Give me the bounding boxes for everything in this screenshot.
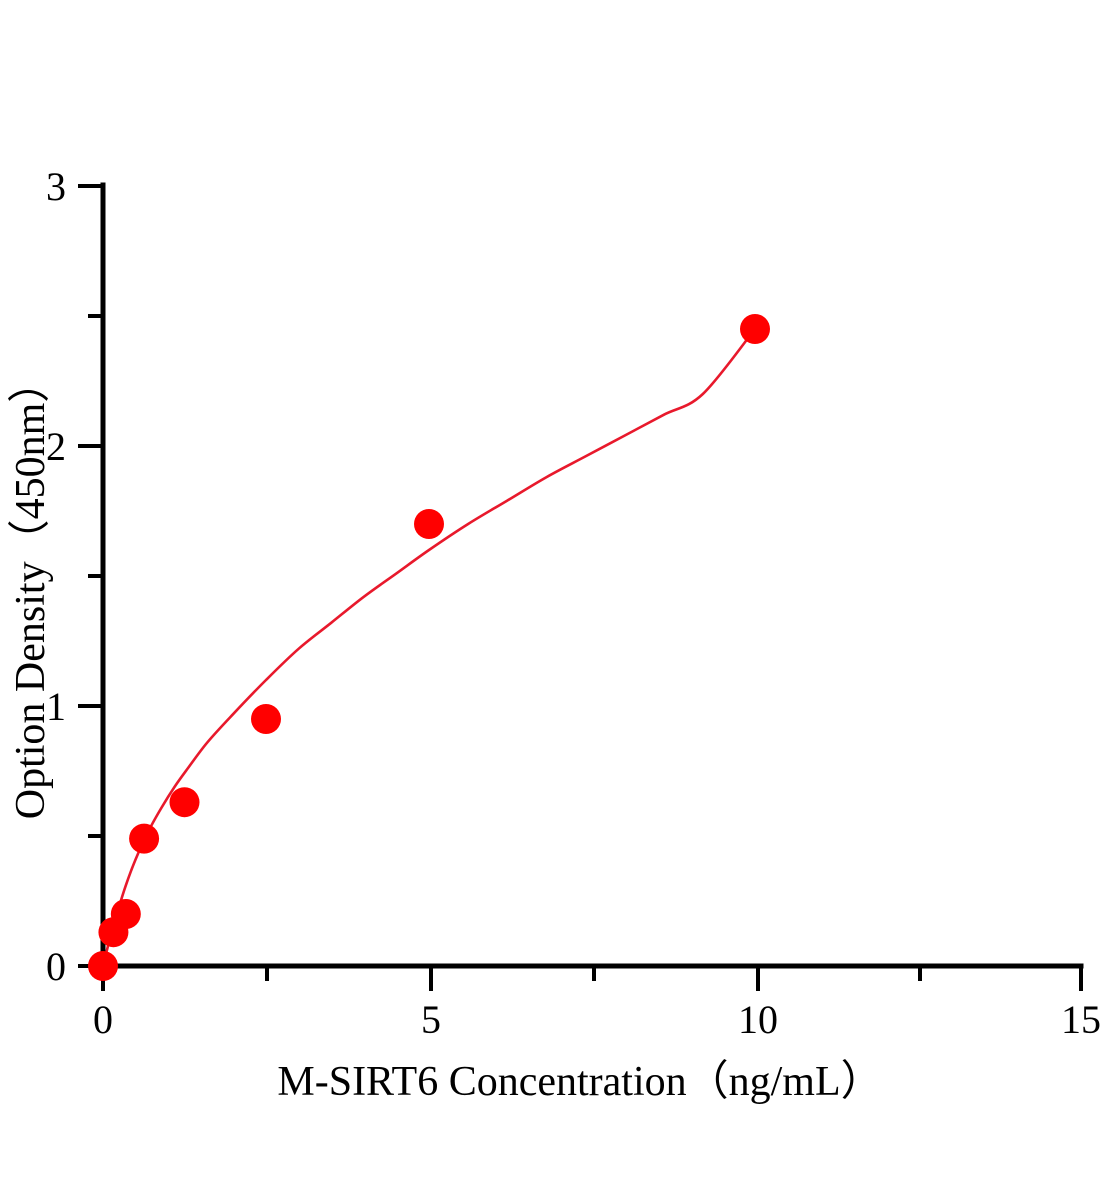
x-axis-title: M-SIRT6 Concentration（ng/mL） <box>277 1059 882 1105</box>
data-point-markers <box>88 314 770 981</box>
data-point <box>740 314 770 344</box>
y-tick-label-2: 2 <box>46 424 66 469</box>
x-tick-label-10: 10 <box>738 997 778 1042</box>
y-tick-label-0: 0 <box>46 944 66 989</box>
x-tick-label-5: 5 <box>421 997 441 1042</box>
data-point <box>110 899 141 929</box>
x-tick-label-0: 0 <box>93 997 113 1042</box>
x-tick-label-15: 15 <box>1061 997 1101 1042</box>
data-point <box>251 704 281 734</box>
data-point <box>88 951 118 981</box>
y-tick-label-3: 3 <box>46 164 66 209</box>
fit-curve <box>101 327 757 968</box>
data-point <box>414 509 444 539</box>
data-point <box>169 787 200 818</box>
data-point <box>129 823 160 854</box>
y-axis-title: Option Density（450nm） <box>8 361 54 820</box>
y-tick-label-1: 1 <box>46 684 66 729</box>
